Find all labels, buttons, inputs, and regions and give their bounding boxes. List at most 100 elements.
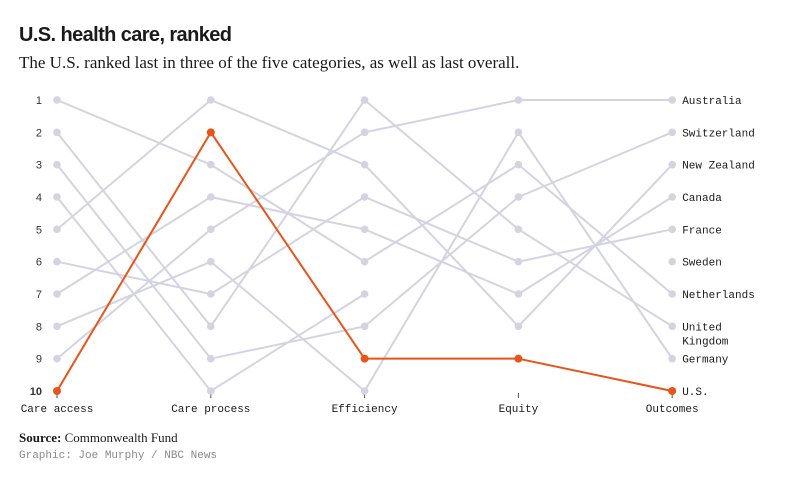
point-new-zealand-equity [514, 322, 523, 331]
point-united-kingdom-care-access [53, 128, 61, 137]
label-australia: Australia [682, 96, 742, 108]
segment-netherlands [517, 163, 674, 295]
source-label: Source: [19, 430, 62, 445]
y-tick-label: 4 [36, 192, 42, 204]
point-sweden-care-access [53, 193, 61, 201]
point-switzerland-equity [514, 193, 523, 201]
point-switzerland-care-access [53, 160, 61, 169]
segment-u-s [209, 131, 366, 360]
point-australia-care-access [53, 354, 61, 363]
point-netherlands-efficiency [360, 257, 369, 266]
y-tick-label: 2 [36, 127, 42, 139]
segment-australia [363, 99, 520, 134]
segment-u-s [56, 131, 212, 392]
y-tick-label: 3 [36, 160, 42, 172]
point-new-zealand-care-process [207, 96, 215, 104]
segment-canada [56, 196, 212, 295]
y-tick-label: 9 [36, 354, 42, 366]
chart-title: U.S. health care, ranked [19, 24, 232, 46]
x-tick-label-efficiency: Efficiency [332, 404, 398, 416]
segment-netherlands [363, 163, 520, 263]
x-tick-label-outcomes: Outcomes [646, 404, 699, 416]
point-netherlands-care-process [207, 160, 215, 169]
point-switzerland-efficiency [360, 322, 369, 331]
y-tick-label: 5 [36, 224, 42, 236]
graphic-credit: Graphic: Joe Murphy / NBC News [19, 450, 218, 462]
point-germany-care-process [207, 257, 215, 266]
point-germany-outcomes [668, 354, 676, 363]
segment-new-zealand [209, 99, 366, 166]
label-u-s: U.S. [682, 387, 708, 399]
segment-new-zealand [56, 99, 212, 231]
label-new-zealand: New Zealand [682, 161, 755, 173]
segment-germany [209, 260, 366, 392]
point-u-s-equity [514, 354, 523, 363]
point-canada-equity [514, 290, 523, 298]
point-new-zealand-efficiency [360, 160, 369, 169]
label-canada: Canada [682, 193, 722, 205]
point-u-s-outcomes [668, 387, 677, 395]
segment-united-kingdom [56, 131, 212, 328]
series-u-s [53, 128, 677, 395]
segment-france [363, 196, 520, 263]
point-netherlands-outcomes [668, 290, 676, 298]
label-france: France [682, 225, 722, 237]
point-netherlands-care-access [53, 96, 61, 104]
y-tick-label: 10 [30, 386, 42, 398]
point-netherlands-equity [514, 160, 523, 169]
point-united-kingdom-outcomes [668, 322, 676, 331]
x-tick-label-care-process: Care process [171, 404, 250, 416]
x-tick-label-equity: Equity [499, 404, 539, 416]
point-germany-care-access [53, 322, 61, 331]
y-tick-label: 1 [36, 95, 42, 107]
series-germany [53, 128, 676, 395]
point-switzerland-outcomes [668, 128, 676, 137]
point-australia-outcomes [668, 96, 676, 104]
point-new-zealand-outcomes [668, 160, 676, 169]
segment-united-kingdom [209, 99, 366, 328]
label-united-kingdom: United Kingdom [682, 322, 729, 348]
point-germany-efficiency [360, 387, 369, 395]
segment-germany [56, 260, 212, 328]
x-tick-label-care-access: Care access [21, 404, 94, 416]
country-lines [53, 96, 676, 395]
point-u-s-efficiency [360, 354, 369, 363]
y-tick-label: 7 [36, 289, 42, 301]
segment-netherlands [56, 99, 212, 166]
point-france-outcomes [668, 225, 676, 234]
point-sweden-care-process [207, 387, 215, 395]
x-axis-categories: Care access Care process Efficiency Equity O… [21, 393, 699, 416]
segment-new-zealand [363, 163, 520, 328]
segment-france [56, 260, 212, 295]
point-sweden-outcomes [668, 257, 676, 266]
point-united-kingdom-efficiency [360, 96, 369, 104]
series-united-kingdom [53, 96, 676, 331]
segment-sweden [209, 293, 366, 392]
y-tick-label: 8 [36, 321, 42, 333]
y-axis-ticks: 1 2 3 4 5 6 7 8 9 10 [30, 95, 42, 398]
point-france-equity [514, 257, 523, 266]
point-u-s-care-access [53, 387, 61, 395]
label-netherlands: Netherlands [682, 290, 755, 302]
point-canada-care-process [207, 193, 215, 201]
segment-united-kingdom [363, 99, 520, 231]
segment-u-s [517, 357, 674, 392]
source-value: Commonwealth Fund [64, 430, 178, 445]
y-tick-label: 6 [36, 257, 42, 269]
segment-australia [209, 131, 366, 231]
point-canada-care-access [53, 290, 61, 298]
segment-germany [517, 131, 674, 360]
point-united-kingdom-equity [514, 225, 523, 234]
label-sweden: Sweden [682, 258, 722, 270]
point-germany-equity [514, 128, 523, 137]
label-germany: Germany [682, 355, 729, 367]
series-sweden [53, 193, 676, 395]
point-switzerland-care-process [207, 354, 215, 363]
label-switzerland: Switzerland [682, 128, 755, 140]
highlight-lines [53, 128, 677, 395]
country-labels: Australia Switzerland New Zealand Canada Fra… [682, 96, 755, 399]
point-united-kingdom-care-process [207, 322, 215, 331]
point-australia-equity [514, 96, 523, 104]
point-sweden-efficiency [360, 290, 369, 298]
